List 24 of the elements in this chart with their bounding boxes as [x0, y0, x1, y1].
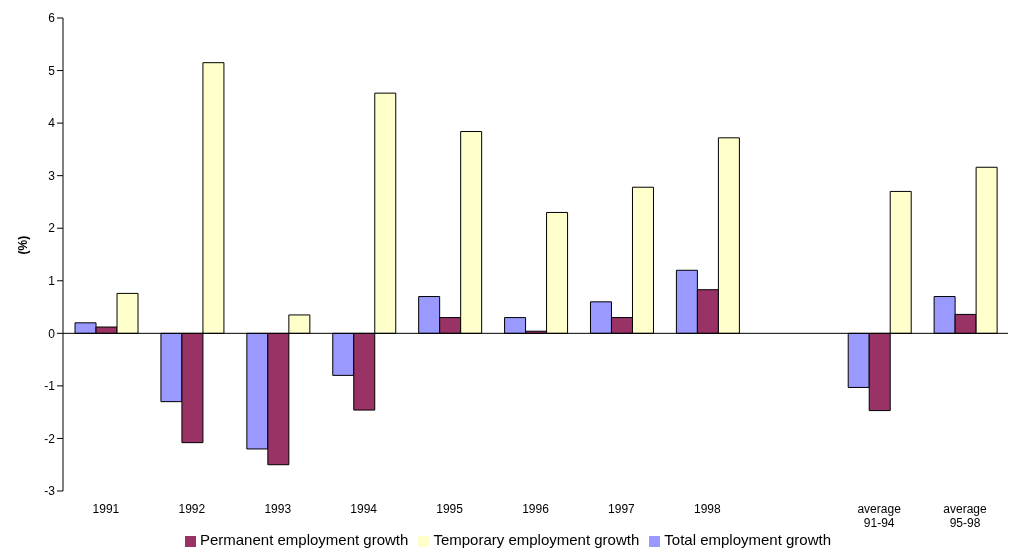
y-tick-label: 1: [48, 274, 56, 289]
x-tick-label: 1997: [608, 502, 636, 516]
x-tick-label: 1992: [178, 502, 206, 516]
y-axis-title: (%): [16, 235, 31, 255]
x-tick-label: 1996: [522, 502, 550, 516]
x-tick-label: 1998: [693, 502, 721, 516]
y-tick-label: 4: [48, 116, 56, 131]
y-tick-label: 6: [48, 11, 56, 26]
x-tick-label: 1993: [264, 502, 292, 516]
y-tick-label: -2: [44, 431, 56, 446]
y-tick-label: 0: [48, 326, 56, 341]
legend-label: Permanent employment growth: [199, 531, 409, 548]
x-tick-label: 1994: [350, 502, 378, 516]
y-tick-label: -3: [44, 484, 56, 499]
x-tick-label: 1991: [92, 502, 120, 516]
x-tick-label: average 95-98: [943, 502, 988, 530]
x-tick-label: 1995: [436, 502, 464, 516]
y-tick-label: 3: [48, 168, 56, 183]
x-tick-label: average 91-94: [857, 502, 902, 530]
legend-label: Temporary employment growth: [433, 531, 640, 548]
y-tick-label: 5: [48, 63, 56, 78]
y-tick-label: 2: [48, 221, 56, 236]
y-tick-label: -1: [44, 379, 56, 394]
legend-label: Total employment growth: [664, 531, 832, 548]
